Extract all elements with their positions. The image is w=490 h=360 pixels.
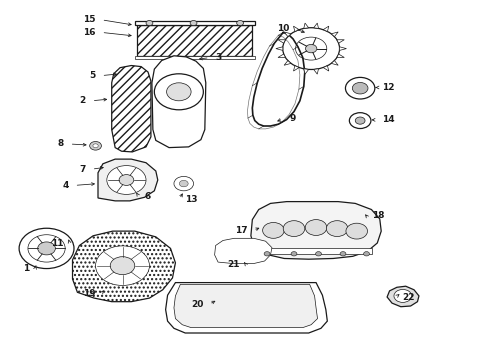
Circle shape [119, 175, 134, 185]
Text: 1: 1 [23, 264, 29, 273]
Text: 3: 3 [216, 53, 222, 62]
Circle shape [349, 113, 371, 129]
Polygon shape [304, 69, 309, 74]
Circle shape [19, 228, 74, 269]
Polygon shape [294, 66, 299, 71]
Circle shape [305, 220, 327, 235]
Polygon shape [331, 32, 338, 37]
Text: 14: 14 [382, 115, 395, 124]
Polygon shape [278, 54, 285, 58]
Text: 21: 21 [227, 260, 240, 269]
Circle shape [167, 83, 191, 101]
Text: 9: 9 [289, 114, 295, 123]
Circle shape [340, 252, 346, 256]
Polygon shape [278, 40, 285, 43]
Circle shape [93, 144, 98, 148]
Text: 15: 15 [83, 15, 96, 24]
Polygon shape [294, 26, 299, 31]
Circle shape [326, 221, 348, 237]
Polygon shape [314, 23, 318, 28]
Polygon shape [98, 159, 158, 201]
Polygon shape [152, 56, 206, 148]
Circle shape [364, 252, 369, 256]
Circle shape [283, 28, 340, 69]
Circle shape [352, 82, 368, 94]
Circle shape [346, 223, 368, 239]
Circle shape [263, 222, 284, 238]
Circle shape [291, 252, 297, 256]
Circle shape [295, 37, 327, 60]
Polygon shape [284, 32, 291, 37]
Polygon shape [174, 284, 318, 328]
Text: 17: 17 [235, 226, 247, 235]
Polygon shape [166, 283, 327, 333]
Text: 6: 6 [145, 192, 151, 201]
Text: 20: 20 [191, 300, 203, 309]
Polygon shape [276, 47, 283, 50]
Circle shape [174, 176, 194, 191]
Text: 8: 8 [57, 139, 64, 148]
Text: 10: 10 [277, 24, 289, 33]
Polygon shape [73, 231, 175, 302]
Polygon shape [135, 56, 255, 59]
Circle shape [146, 21, 153, 26]
Polygon shape [323, 26, 329, 31]
Polygon shape [387, 286, 419, 307]
Polygon shape [137, 25, 252, 56]
Text: 12: 12 [382, 83, 395, 92]
Polygon shape [340, 47, 346, 50]
Polygon shape [215, 238, 272, 264]
Circle shape [96, 246, 149, 285]
Circle shape [237, 21, 244, 26]
Polygon shape [337, 54, 344, 58]
Polygon shape [112, 66, 151, 152]
Polygon shape [284, 60, 291, 65]
Polygon shape [323, 66, 329, 71]
Polygon shape [331, 60, 338, 65]
Text: 5: 5 [89, 71, 96, 80]
Polygon shape [251, 202, 381, 259]
Polygon shape [135, 21, 255, 25]
Polygon shape [259, 248, 372, 254]
Text: 22: 22 [402, 292, 415, 302]
Circle shape [316, 252, 321, 256]
Circle shape [264, 252, 270, 256]
Circle shape [179, 180, 188, 187]
Text: 4: 4 [62, 181, 69, 190]
Polygon shape [304, 23, 309, 28]
Circle shape [355, 117, 365, 124]
Circle shape [154, 74, 203, 110]
Circle shape [283, 221, 305, 237]
Circle shape [305, 44, 317, 53]
Text: 7: 7 [79, 165, 86, 174]
Polygon shape [314, 69, 318, 74]
Text: 19: 19 [83, 289, 96, 298]
Circle shape [394, 289, 412, 302]
Text: 16: 16 [83, 28, 96, 37]
Text: 2: 2 [79, 96, 86, 105]
Circle shape [38, 242, 55, 255]
Text: 13: 13 [185, 194, 198, 203]
Text: 18: 18 [372, 211, 385, 220]
Polygon shape [337, 40, 344, 43]
Circle shape [190, 21, 197, 26]
Circle shape [107, 166, 146, 194]
Circle shape [90, 141, 101, 150]
Text: 11: 11 [51, 238, 64, 248]
Circle shape [345, 77, 375, 99]
Circle shape [110, 257, 135, 275]
Circle shape [28, 235, 65, 262]
